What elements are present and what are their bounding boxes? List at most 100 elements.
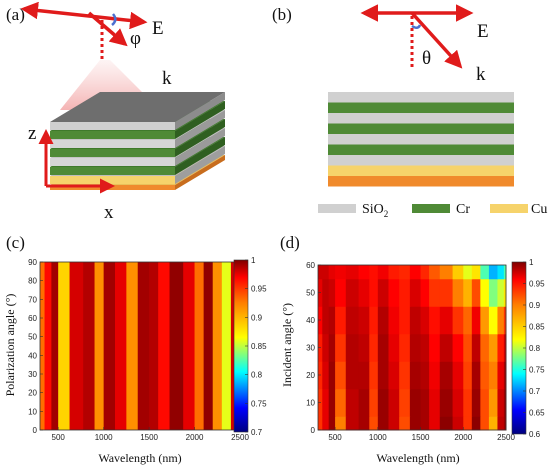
colorbar-tick-label: 0.75 bbox=[251, 399, 267, 408]
heat-cell bbox=[399, 278, 411, 307]
heat-cell bbox=[503, 265, 507, 280]
heat-cell bbox=[126, 262, 139, 430]
stack-layer bbox=[328, 155, 514, 166]
heat-cell bbox=[420, 361, 430, 390]
phi-label: φ bbox=[130, 28, 141, 49]
heat-cell bbox=[480, 306, 490, 335]
colorbar-tick-label: 1 bbox=[529, 258, 534, 267]
colorbar-tick-label: 1 bbox=[251, 256, 256, 265]
x-tick-label: 500 bbox=[328, 433, 342, 442]
heat-cell bbox=[388, 416, 400, 431]
heat-cell bbox=[503, 416, 507, 431]
heat-cell bbox=[369, 278, 379, 307]
heat-cell bbox=[409, 278, 422, 307]
heat-cell bbox=[471, 416, 481, 431]
heat-cell bbox=[497, 306, 505, 335]
heat-cell bbox=[471, 278, 481, 307]
heat-cell bbox=[503, 361, 507, 390]
heatmap-polarization: 500 1000 1500 2000 2500 0 10 20 30 40 50 60 70 80 90 0.… bbox=[28, 256, 267, 442]
panel-d: (d) 500 1000 1500 2000 2500 0 10 20 30 40 50 60 0.6 0… bbox=[280, 233, 545, 465]
x-axis-label: x bbox=[104, 202, 114, 223]
heat-cell bbox=[377, 388, 389, 417]
xlabel-c: Wavelength (nm) bbox=[98, 451, 181, 465]
heat-cell bbox=[452, 265, 464, 280]
heat-cell bbox=[399, 333, 411, 362]
heat-cell bbox=[322, 333, 330, 362]
heat-cell bbox=[335, 333, 347, 362]
heat-cell bbox=[149, 262, 159, 430]
heat-cell bbox=[439, 333, 454, 362]
heat-cell bbox=[322, 306, 330, 335]
heat-cell bbox=[429, 278, 441, 307]
heat-cell bbox=[137, 262, 150, 430]
heat-cell bbox=[358, 416, 370, 431]
heat-cell bbox=[497, 388, 505, 417]
colorbar-tick-label: 0.7 bbox=[251, 428, 263, 437]
y-tick-label: 60 bbox=[28, 314, 37, 323]
colorbar-tick-label: 0.7 bbox=[529, 387, 541, 396]
heat-cell bbox=[399, 388, 411, 417]
heat-cell bbox=[463, 361, 473, 390]
heat-cell bbox=[358, 278, 370, 307]
heat-cell bbox=[471, 306, 481, 335]
y-tick-label: 70 bbox=[28, 295, 37, 304]
layer-block-3d bbox=[50, 92, 225, 190]
y-tick-label: 50 bbox=[306, 289, 315, 298]
heat-cell bbox=[212, 262, 223, 430]
y-tick-label: 80 bbox=[28, 277, 37, 286]
heat-cell bbox=[488, 265, 498, 280]
heat-cell bbox=[94, 262, 105, 430]
colorbar-tick-label: 0.85 bbox=[529, 323, 545, 332]
heat-cell bbox=[463, 306, 473, 335]
heat-cell bbox=[377, 265, 389, 280]
heat-cell bbox=[335, 416, 347, 431]
x-tick-label: 1000 bbox=[369, 433, 387, 442]
heat-cell bbox=[488, 278, 498, 307]
heat-cell bbox=[328, 265, 336, 280]
x-tick-label: 2500 bbox=[497, 433, 515, 442]
heat-cell bbox=[358, 361, 370, 390]
panel-label-a: (a) bbox=[6, 5, 25, 24]
k-label-a: k bbox=[162, 68, 172, 89]
x-tick-label: 500 bbox=[52, 433, 66, 442]
colorbar-tick-label: 0.9 bbox=[251, 313, 263, 322]
panel-b: (b) E θ k SiO2 Cr Cu bbox=[272, 4, 547, 219]
heat-cell bbox=[335, 388, 347, 417]
y-tick-label: 90 bbox=[28, 258, 37, 267]
legend-swatch-cu bbox=[490, 204, 528, 213]
heat-cell bbox=[409, 361, 422, 390]
heat-cell bbox=[44, 262, 52, 430]
heat-cell bbox=[377, 361, 389, 390]
legend-swatch-sio2 bbox=[318, 204, 356, 213]
heat-cell bbox=[439, 265, 454, 280]
colorbar-tick-label: 0.9 bbox=[529, 301, 541, 310]
x-tick-label: 1500 bbox=[140, 433, 158, 442]
y-tick-label: 60 bbox=[306, 261, 315, 270]
heat-cell bbox=[439, 388, 454, 417]
heat-cell bbox=[345, 388, 360, 417]
colorbar-tick-label: 0.8 bbox=[529, 344, 541, 353]
x-tick-label: 1500 bbox=[412, 433, 430, 442]
heat-cell bbox=[452, 278, 464, 307]
heat-cell bbox=[369, 265, 379, 280]
stack-layer bbox=[328, 144, 514, 155]
y-tick-label: 30 bbox=[306, 344, 315, 353]
heat-cell bbox=[399, 416, 411, 431]
z-axis-label: z bbox=[28, 123, 36, 144]
heat-cell bbox=[388, 333, 400, 362]
stack-layer bbox=[328, 165, 514, 176]
e-label-b: E bbox=[477, 21, 489, 42]
heat-cell bbox=[480, 416, 490, 431]
heat-cell bbox=[328, 278, 336, 307]
heat-cell bbox=[322, 265, 330, 280]
y-tick-label: 10 bbox=[306, 399, 315, 408]
heat-cell bbox=[488, 388, 498, 417]
heat-cell bbox=[203, 262, 214, 430]
e-label-a: E bbox=[152, 18, 164, 39]
heat-cell bbox=[51, 262, 59, 430]
stack-layer bbox=[328, 113, 514, 124]
heat-cell bbox=[345, 416, 360, 431]
heat-cell bbox=[463, 388, 473, 417]
heat-cell bbox=[358, 265, 370, 280]
e-field-arrow-a bbox=[20, 1, 148, 30]
